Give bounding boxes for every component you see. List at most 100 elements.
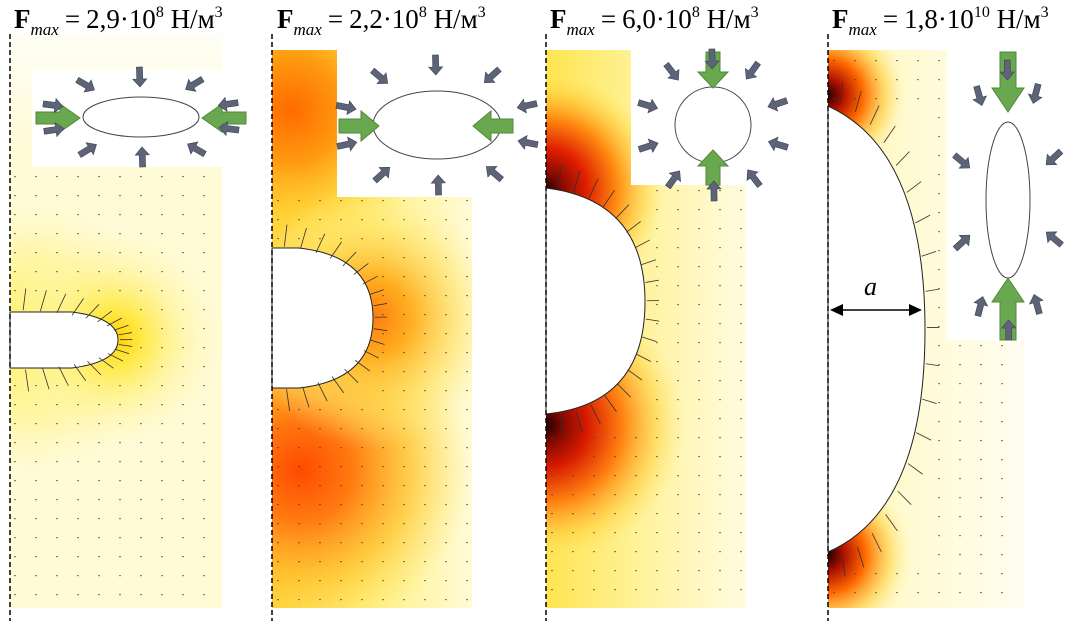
field-vector: [466, 599, 468, 601]
edge-vector: [73, 364, 87, 381]
field-vector: [896, 60, 898, 62]
small-arrow-icon: [335, 100, 357, 116]
field-vector: [182, 271, 184, 273]
small-arrow-icon: [483, 66, 502, 83]
field-vector: [77, 518, 79, 520]
field-vector: [896, 592, 898, 594]
field-vector: [35, 442, 37, 444]
field-vector: [719, 399, 721, 401]
field-vector: [959, 402, 961, 404]
field-vector: [959, 554, 961, 556]
field-vector: [14, 537, 16, 539]
cavity-vectors: [557, 166, 660, 438]
small-arrow-icon: [132, 66, 148, 88]
edge-vector: [42, 368, 50, 390]
edge-vector: [87, 361, 102, 376]
field-vector: [698, 190, 700, 192]
field-vector: [466, 409, 468, 411]
field-vector: [361, 580, 363, 582]
field-vector: [656, 475, 658, 477]
field-vector: [382, 542, 384, 544]
compression-arrow-icon: [42, 66, 240, 168]
field-vector: [203, 556, 205, 558]
field-vector: [593, 570, 595, 572]
field-vector: [298, 200, 300, 202]
field-vector: [14, 480, 16, 482]
field-vector: [593, 589, 595, 591]
edge-vector: [286, 389, 291, 412]
field-vector: [119, 575, 121, 577]
field-vector: [340, 523, 342, 525]
field-vector: [382, 485, 384, 487]
compression-arrow-icon: [637, 48, 789, 202]
field-vector: [656, 228, 658, 230]
field-vector: [298, 485, 300, 487]
field-vector: [466, 238, 468, 240]
field-vector: [77, 480, 79, 482]
field-vector: [77, 461, 79, 463]
edge-vector: [645, 318, 660, 322]
edge-vector: [602, 190, 615, 208]
field-vector: [1001, 345, 1003, 347]
field-vector: [833, 592, 835, 594]
edge-vector: [40, 290, 47, 312]
small-arrow-icon: [517, 134, 539, 150]
field-vector: [917, 98, 919, 100]
field-vector: [203, 404, 205, 406]
field-vector: [551, 532, 553, 534]
field-vector: [572, 494, 574, 496]
field-vector: [140, 423, 142, 425]
field-vector: [938, 573, 940, 575]
field-vector: [656, 589, 658, 591]
field-vector: [719, 494, 721, 496]
field-vector: [980, 554, 982, 556]
panel-4: Fmax = 1,8·1010 Н/м3 a: [827, 0, 1077, 621]
field-vector: [56, 252, 58, 254]
field-vector: [719, 456, 721, 458]
edge-vector: [925, 288, 940, 292]
field-vector: [298, 523, 300, 525]
field-vector: [875, 592, 877, 594]
field-vector: [403, 523, 405, 525]
field-vector: [980, 516, 982, 518]
field-vector: [382, 466, 384, 468]
field-vector: [719, 589, 721, 591]
field-vector: [656, 551, 658, 553]
field-vector: [319, 485, 321, 487]
field-vector: [656, 380, 658, 382]
small-arrow-icon: [217, 96, 239, 112]
small-arrow-icon: [706, 180, 722, 202]
field-vector: [740, 399, 742, 401]
edge-vector: [907, 463, 923, 475]
field-vector: [551, 570, 553, 572]
field-vector: [140, 233, 142, 235]
field-vector: [740, 589, 742, 591]
panel-3-graphic: [545, 34, 827, 621]
field-vector: [466, 561, 468, 563]
edge-vector: [885, 514, 898, 532]
field-vector: [1001, 440, 1003, 442]
field-vector: [677, 361, 679, 363]
field-vector: [572, 551, 574, 553]
field-vector: [140, 290, 142, 292]
field-vector: [635, 456, 637, 458]
field-vector: [938, 459, 940, 461]
field-vector: [35, 233, 37, 235]
edge-vector: [353, 263, 369, 275]
field-vector: [203, 309, 205, 311]
field-vector: [140, 347, 142, 349]
field-vector: [140, 499, 142, 501]
field-vector: [614, 513, 616, 515]
field-vector: [424, 447, 426, 449]
field-vector: [203, 252, 205, 254]
field-vector: [938, 231, 940, 233]
field-vector: [466, 219, 468, 221]
field-vector: [740, 304, 742, 306]
field-vector: [980, 421, 982, 423]
field-vector: [698, 418, 700, 420]
field-vector: [382, 333, 384, 335]
field-vector: [719, 532, 721, 534]
compression-arrow-icon: [952, 59, 1064, 341]
field-vector: [677, 247, 679, 249]
field-vector: [740, 266, 742, 268]
